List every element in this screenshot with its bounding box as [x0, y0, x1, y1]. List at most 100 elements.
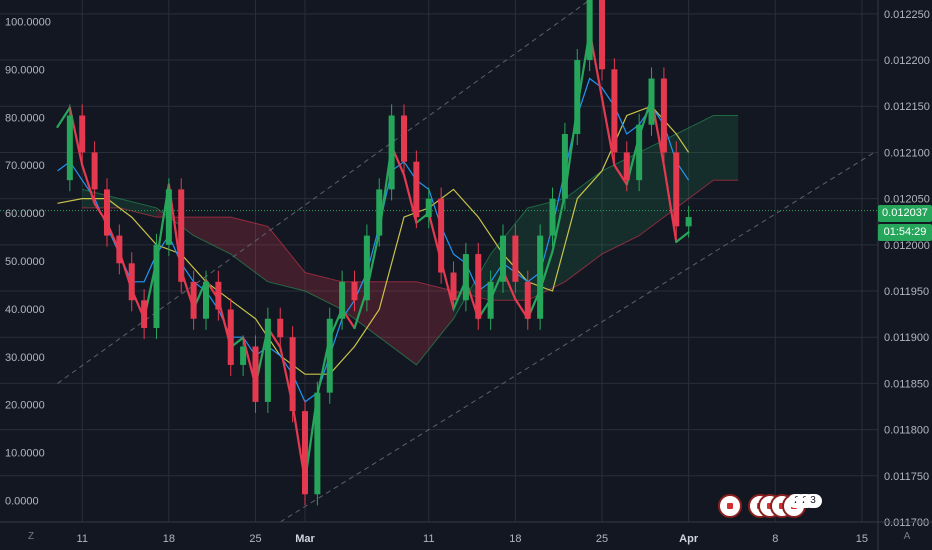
- candle-body: [524, 281, 531, 319]
- candle-body: [351, 281, 358, 301]
- candle-body: [376, 189, 383, 236]
- candle-body: [128, 263, 135, 301]
- candle-body: [685, 217, 692, 227]
- candle-body: [636, 124, 643, 181]
- right-tick-label: 0.012200: [884, 55, 930, 67]
- candle-body: [623, 152, 630, 181]
- candle-body: [178, 189, 185, 282]
- oscillator-segment: [551, 192, 566, 253]
- candle-body: [648, 78, 655, 125]
- oscillator-segment: [662, 164, 678, 243]
- candle-body: [165, 189, 172, 245]
- candle-body: [153, 244, 160, 328]
- countdown-label: 01:54:29: [878, 224, 932, 241]
- candle-body: [574, 60, 581, 134]
- candle-body: [202, 281, 209, 319]
- candle-body: [401, 115, 408, 162]
- candle-body: [673, 152, 680, 227]
- right-tick-label: 0.012000: [884, 240, 930, 252]
- cloud-segment: [193, 217, 231, 255]
- a-button[interactable]: A: [903, 531, 911, 542]
- candle-body: [611, 69, 618, 153]
- cloud-segment: [676, 115, 714, 208]
- left-tick-label: 60.0000: [5, 208, 45, 220]
- time-tick-label: 8: [772, 533, 778, 545]
- current-price-label: 0.012037: [878, 205, 932, 222]
- time-tick-label: 18: [163, 533, 175, 545]
- channel-line: [57, 0, 590, 384]
- cloud-segment: [230, 217, 268, 282]
- candle-body: [475, 254, 482, 319]
- candle-body: [79, 115, 86, 153]
- left-axis: 100.0000 90.0000 80.0000 70.0000 60.0000 50.0…: [5, 17, 51, 508]
- left-tick-label: 80.0000: [5, 112, 45, 124]
- time-tick-label: 15: [856, 533, 868, 545]
- candle-body: [413, 161, 420, 218]
- candle-body: [289, 337, 296, 412]
- cloud-segment: [267, 226, 305, 292]
- candle-body: [363, 235, 370, 301]
- right-tick-label: 0.012050: [884, 194, 930, 206]
- candle-body: [537, 235, 544, 319]
- left-tick-label: 10.0000: [5, 448, 45, 460]
- event-count-badge: 3: [804, 494, 822, 508]
- right-tick-label: 0.012150: [884, 101, 930, 113]
- candle-body: [252, 346, 259, 402]
- oscillator-segment: [600, 97, 616, 167]
- time-tick-label: 25: [249, 533, 261, 545]
- candle-body: [227, 309, 234, 365]
- right-axis: 0.012250 0.012200 0.012150 0.012100 0.012050…: [877, 0, 930, 550]
- candle-body: [599, 0, 606, 70]
- candle-body: [561, 133, 568, 199]
- z-button[interactable]: Z: [27, 531, 35, 542]
- time-tick-label: 25: [596, 533, 608, 545]
- candle-body: [438, 198, 445, 273]
- candle-body: [326, 318, 333, 393]
- candle-body: [91, 152, 98, 190]
- kijun-line: [57, 105, 690, 375]
- candle-body: [388, 115, 395, 190]
- time-tick-label: Mar: [295, 533, 315, 545]
- oscillator-segment: [81, 164, 96, 205]
- cloud-segment: [379, 281, 417, 365]
- tenkan-line: [57, 77, 690, 403]
- right-tick-label: 0.011900: [884, 332, 929, 344]
- time-tick-label: Apr: [679, 533, 699, 545]
- right-tick-label: 0.012250: [884, 9, 930, 21]
- right-tick-label: 0.011800: [884, 425, 929, 437]
- candle-body: [450, 272, 457, 301]
- right-tick-label: 0.011850: [884, 378, 929, 390]
- left-tick-label: 50.0000: [5, 256, 45, 268]
- time-tick-label: 18: [509, 533, 521, 545]
- candle-body: [512, 235, 519, 282]
- cloud-segment: [713, 115, 739, 181]
- candle-body: [215, 281, 222, 310]
- candle-body: [103, 189, 110, 236]
- left-tick-label: 30.0000: [5, 352, 45, 364]
- candle-body: [190, 281, 197, 319]
- candle-body: [141, 300, 148, 328]
- time-tick-label: 11: [423, 533, 434, 545]
- candle-body: [301, 411, 308, 495]
- left-tick-label: 20.0000: [5, 400, 45, 412]
- right-tick-label: 0.012100: [884, 147, 930, 159]
- candle-body: [462, 254, 469, 301]
- right-tick-label: 0.011950: [884, 286, 929, 298]
- span-b-line: [82, 179, 739, 301]
- left-tick-label: 0.0000: [5, 495, 39, 507]
- cloud-segment: [304, 272, 343, 310]
- oscillator-segment: [613, 164, 628, 186]
- cloud-segment: [564, 170, 603, 282]
- candle-body: [500, 235, 507, 282]
- oscillator-segment: [675, 231, 690, 243]
- cloud-segment: [602, 152, 640, 255]
- right-tick-label: 0.011700: [884, 517, 929, 529]
- left-tick-label: 70.0000: [5, 160, 45, 172]
- candle-body: [660, 78, 667, 153]
- time-axis: 11 18 25 Mar 11 18 25 Apr 8 15: [0, 521, 932, 545]
- candle-body: [264, 318, 271, 402]
- time-tick-label: 11: [77, 533, 88, 545]
- oscillator-segment: [56, 106, 71, 129]
- flag-icon[interactable]: [718, 494, 742, 518]
